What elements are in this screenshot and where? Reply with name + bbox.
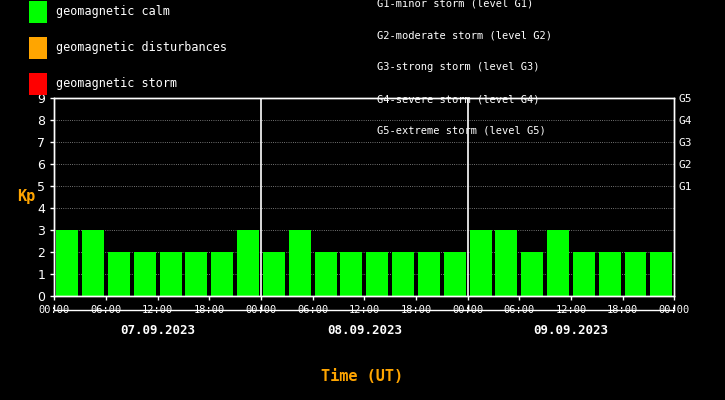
Bar: [599, 252, 621, 296]
Text: G2-moderate storm (level G2): G2-moderate storm (level G2): [377, 31, 552, 41]
Bar: [444, 252, 465, 296]
Bar: [418, 252, 440, 296]
Bar: [186, 252, 207, 296]
Bar: [82, 230, 104, 296]
Bar: [57, 230, 78, 296]
Bar: [341, 252, 362, 296]
Bar: [624, 252, 647, 296]
Text: G5-extreme storm (level G5): G5-extreme storm (level G5): [377, 126, 546, 136]
Text: 09.09.2023: 09.09.2023: [534, 324, 608, 337]
Text: geomagnetic disturbances: geomagnetic disturbances: [56, 42, 227, 54]
Bar: [263, 252, 285, 296]
Bar: [495, 230, 518, 296]
Bar: [134, 252, 156, 296]
Text: Time (UT): Time (UT): [321, 369, 404, 384]
Bar: [573, 252, 594, 296]
Bar: [521, 252, 543, 296]
Bar: [289, 230, 311, 296]
Bar: [392, 252, 414, 296]
Y-axis label: Kp: Kp: [17, 190, 36, 204]
Bar: [547, 230, 569, 296]
Text: 08.09.2023: 08.09.2023: [327, 324, 402, 337]
Bar: [315, 252, 336, 296]
Bar: [108, 252, 130, 296]
Text: G1-minor storm (level G1): G1-minor storm (level G1): [377, 0, 534, 9]
Bar: [366, 252, 388, 296]
Text: G3-strong storm (level G3): G3-strong storm (level G3): [377, 62, 539, 72]
Text: geomagnetic calm: geomagnetic calm: [56, 6, 170, 18]
Text: G4-severe storm (level G4): G4-severe storm (level G4): [377, 94, 539, 104]
Bar: [211, 252, 233, 296]
Bar: [237, 230, 259, 296]
Text: geomagnetic storm: geomagnetic storm: [56, 78, 177, 90]
Text: 07.09.2023: 07.09.2023: [120, 324, 195, 337]
Bar: [650, 252, 672, 296]
Bar: [160, 252, 181, 296]
Bar: [470, 230, 492, 296]
